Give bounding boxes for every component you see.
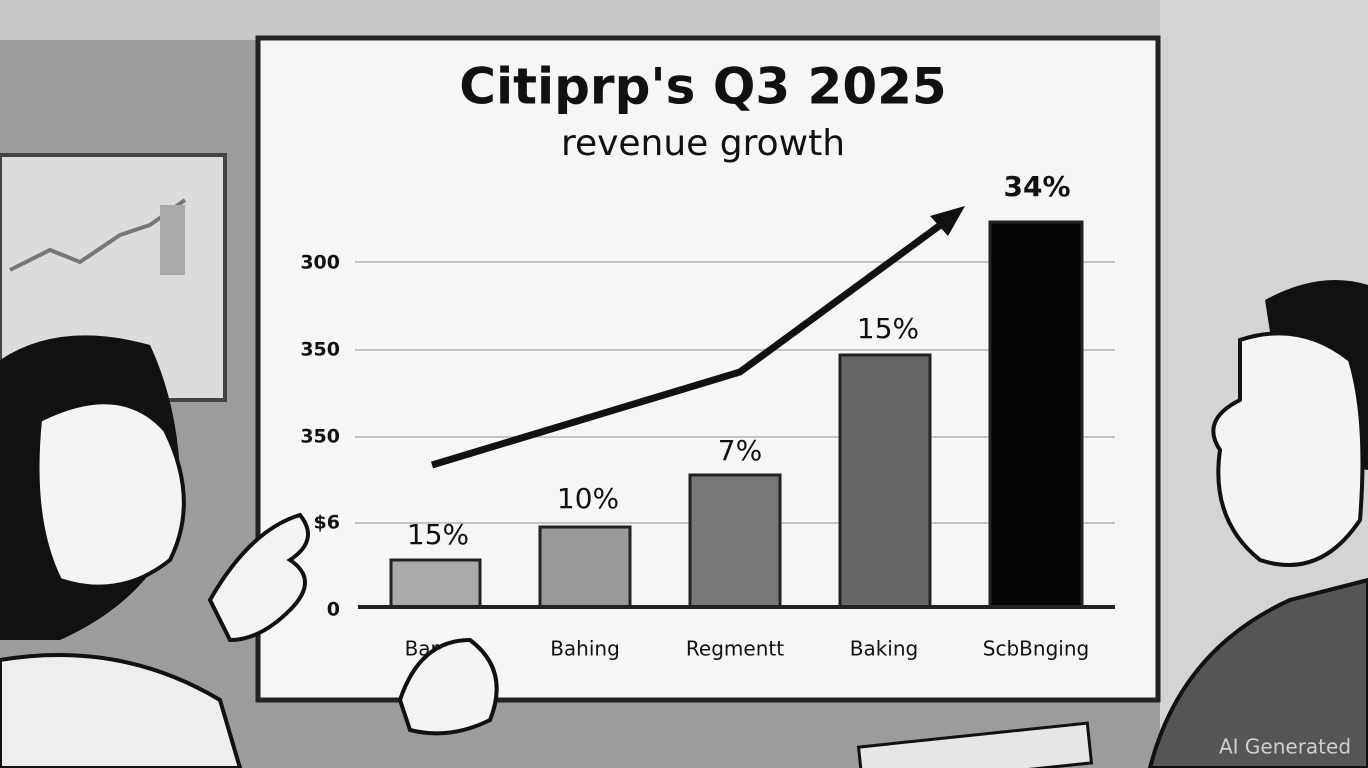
- bar-label: 15%: [857, 312, 919, 345]
- bar-label: 7%: [718, 434, 762, 467]
- axis-label: 0: [327, 599, 340, 621]
- bar-label: 15%: [407, 518, 469, 551]
- title: Citiprp's Q3 2025: [459, 58, 946, 116]
- bar: [389, 558, 482, 609]
- axis-label: 350: [300, 426, 340, 448]
- bar: [838, 353, 932, 609]
- watermark: AI Generated: [1219, 735, 1351, 759]
- trend-arrow: [430, 215, 953, 469]
- person-hand: [207, 512, 310, 643]
- subtitle: revenue growth: [561, 123, 845, 164]
- category-label: Bahing: [550, 637, 620, 661]
- person-face: [35, 400, 186, 589]
- category-label: Regmentt: [686, 637, 784, 661]
- person-face: [1211, 331, 1365, 567]
- category-label: Baking: [850, 637, 919, 661]
- axis-label: $6: [314, 512, 340, 534]
- bar-label: 34%: [1003, 170, 1070, 203]
- bar: [538, 525, 632, 609]
- bar: [988, 220, 1084, 609]
- arrow-head: [930, 206, 965, 236]
- category-label: ScbBnging: [983, 637, 1089, 661]
- back-screen-bar: [160, 205, 185, 275]
- person-hand: [397, 637, 499, 736]
- back-screen-line: [9, 198, 187, 272]
- person-body: [0, 653, 243, 768]
- person-body: [1147, 577, 1368, 768]
- bar-label: 10%: [557, 482, 619, 515]
- tablet: [856, 721, 1094, 768]
- bar: [688, 473, 782, 609]
- axis-label: 350: [300, 339, 340, 361]
- ceiling: [0, 0, 1368, 40]
- axis-label: 300: [300, 252, 340, 274]
